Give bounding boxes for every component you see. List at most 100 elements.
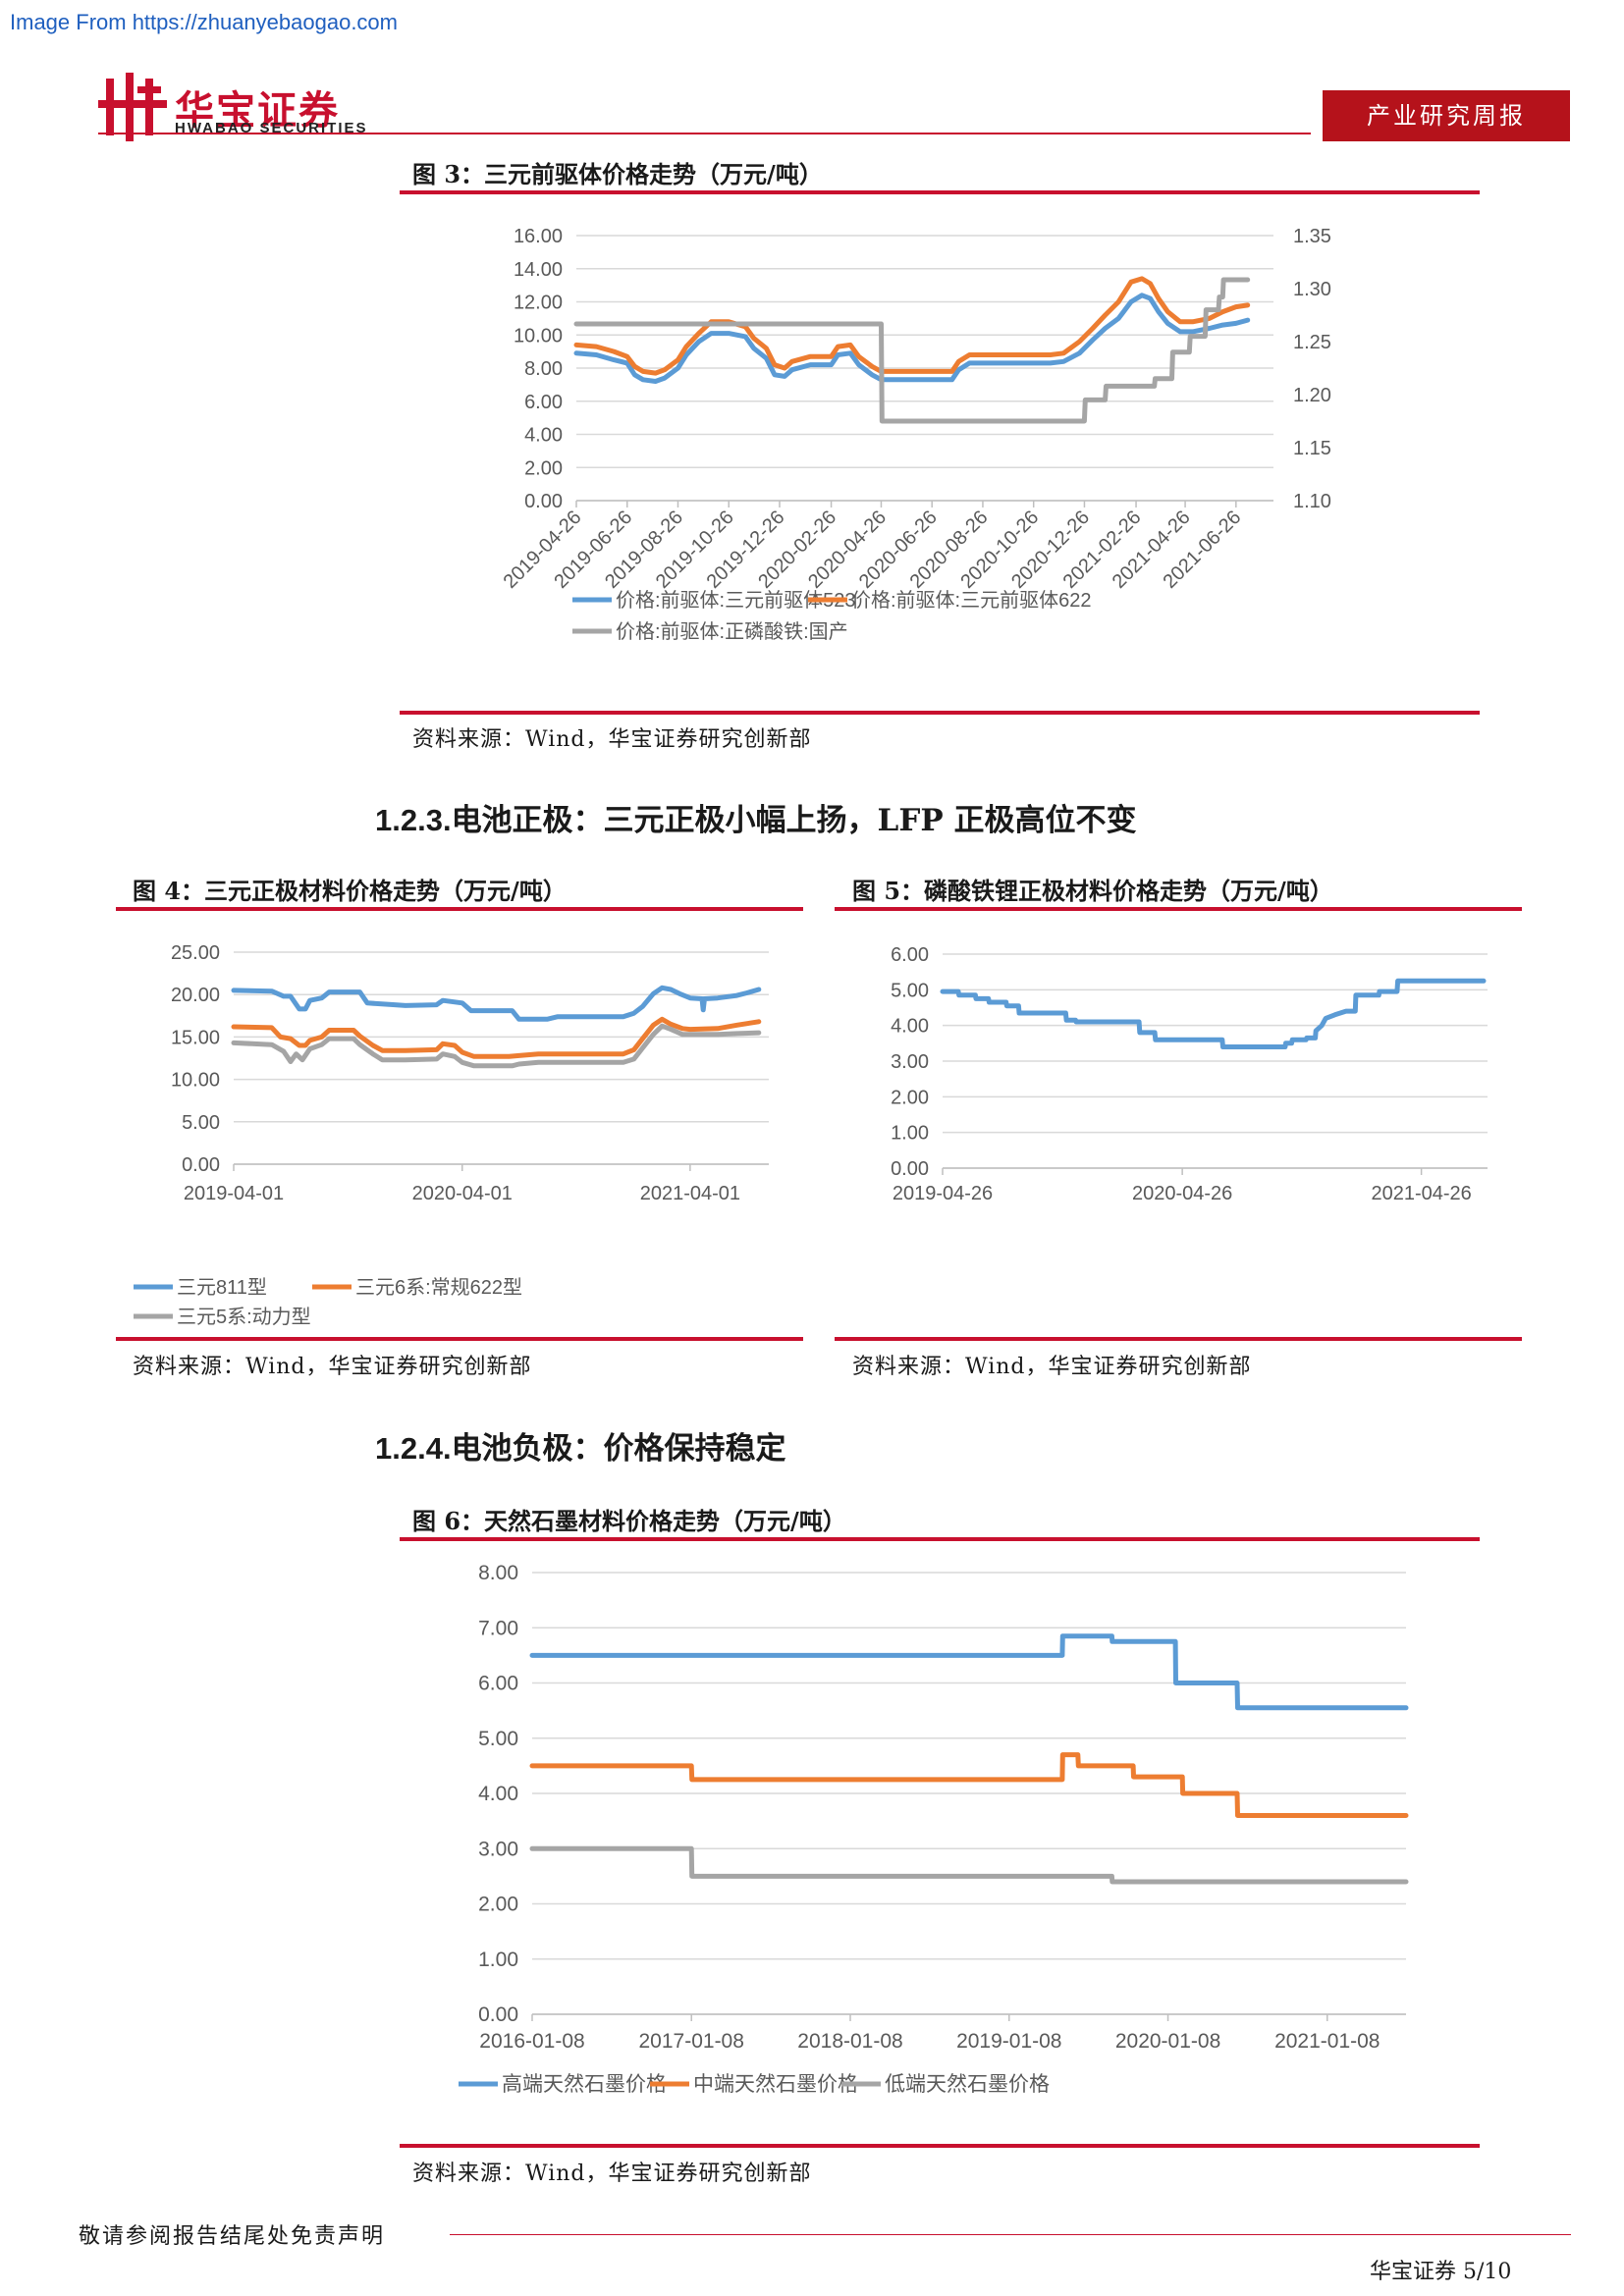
x-tick-label: 2020-01-08 bbox=[1115, 2030, 1220, 2053]
fig3-bottom-rule bbox=[400, 711, 1480, 715]
fig4-bottom-rule bbox=[116, 1337, 803, 1341]
logo-mark-icon bbox=[98, 73, 167, 141]
x-tick-label: 2019-04-01 bbox=[184, 1183, 284, 1204]
y-tick-label: 3.00 bbox=[478, 1838, 518, 1860]
company-logo bbox=[98, 73, 167, 141]
fig3-top-rule bbox=[400, 190, 1480, 194]
x-tick-label: 2020-04-26 bbox=[1132, 1183, 1232, 1204]
y2-tick-label: 1.25 bbox=[1293, 332, 1331, 353]
legend-label: 高端天然石墨价格 bbox=[502, 2073, 667, 2096]
series-line bbox=[529, 1633, 1409, 1711]
fig5-bottom-rule bbox=[835, 1337, 1522, 1341]
page-number: 华宝证券 5/10 bbox=[1370, 2260, 1512, 2284]
y-tick-label: 8.00 bbox=[478, 1562, 518, 1584]
y-tick-label: 1.00 bbox=[891, 1123, 929, 1145]
fig5-source: 资料来源：Wind，华宝证券研究创新部 bbox=[852, 1355, 1252, 1379]
section-text: 电池正极：三元正极小幅上扬，LFP 正极高位不变 bbox=[451, 803, 1137, 838]
section-1-2-3-heading: 1.2.3.电池正极：三元正极小幅上扬，LFP 正极高位不变 bbox=[375, 795, 1136, 839]
y-tick-label: 2.00 bbox=[478, 1894, 518, 1916]
section-1-2-4-heading: 1.2.4.电池负极：价格保持稳定 bbox=[375, 1423, 786, 1468]
y-tick-label: 16.00 bbox=[514, 226, 563, 247]
y-tick-label: 0.00 bbox=[478, 2003, 518, 2026]
fig6-top-rule bbox=[400, 1537, 1480, 1541]
legend-label: 价格:前驱体:三元前驱体622 bbox=[851, 589, 1091, 612]
source-link[interactable]: Image From https://zhuanyebaogao.com bbox=[10, 10, 398, 34]
y-tick-label: 2.00 bbox=[891, 1087, 929, 1108]
legend-label: 中端天然石墨价格 bbox=[693, 2073, 858, 2096]
y-tick-label: 12.00 bbox=[514, 293, 563, 314]
y2-tick-label: 1.30 bbox=[1293, 279, 1331, 300]
fig3-chart: 0.00 2.00 4.00 6.00 8.00 10.00 12.00 14.00 16.00… bbox=[500, 226, 1331, 643]
y-tick-label: 2.00 bbox=[524, 457, 563, 479]
series-line bbox=[573, 277, 1251, 424]
fig5-chart: 0.00 1.00 2.00 3.00 4.00 5.00 6.00 2019-04-26 20… bbox=[891, 944, 1488, 1204]
fig4-source: 资料来源：Wind，华宝证券研究创新部 bbox=[133, 1355, 532, 1379]
fig3-source: 资料来源：Wind，华宝证券研究创新部 bbox=[412, 727, 812, 752]
series-line bbox=[573, 293, 1251, 384]
y-tick-label: 4.00 bbox=[891, 1016, 929, 1038]
fig4-title: 图 4：三元正极材料价格走势（万元/吨） bbox=[133, 877, 567, 905]
fig4-chart: 0.00 5.00 10.00 15.00 20.00 25.00 2019-04-01 20… bbox=[134, 942, 769, 1328]
y-tick-label: 1.00 bbox=[478, 1949, 518, 1971]
section-number: 1.2.4. bbox=[375, 1431, 452, 1466]
y2-tick-label: 1.10 bbox=[1293, 491, 1331, 512]
y-tick-label: 4.00 bbox=[524, 425, 563, 447]
y2-tick-label: 1.20 bbox=[1293, 385, 1331, 406]
series-line bbox=[231, 1023, 762, 1069]
y-tick-label: 4.00 bbox=[478, 1783, 518, 1805]
y-tick-label: 0.00 bbox=[524, 491, 563, 512]
y-tick-label: 25.00 bbox=[171, 942, 220, 964]
x-tick-label: 2018-01-08 bbox=[797, 2030, 902, 2053]
fig6-bottom-rule bbox=[400, 2144, 1480, 2148]
x-tick-label: 2016-01-08 bbox=[479, 2030, 584, 2053]
report-type-tab: 产业研究周报 bbox=[1323, 90, 1570, 141]
y-tick-label: 8.00 bbox=[524, 358, 563, 380]
fig5-top-rule bbox=[835, 907, 1522, 911]
y-tick-label: 6.00 bbox=[891, 944, 929, 966]
company-name-en: HWABAO SECURITIES bbox=[175, 120, 368, 136]
series-line bbox=[529, 1845, 1409, 1885]
legend-label: 三元811型 bbox=[177, 1276, 267, 1299]
header-divider bbox=[98, 133, 1311, 134]
x-tick-label: 2021-04-26 bbox=[1371, 1183, 1471, 1204]
section-text: 电池负极：价格保持稳定 bbox=[451, 1431, 786, 1467]
series-line bbox=[231, 1016, 762, 1059]
x-tick-label: 2017-01-08 bbox=[639, 2030, 744, 2053]
y-tick-label: 7.00 bbox=[478, 1617, 518, 1639]
y-tick-label: 10.00 bbox=[171, 1070, 220, 1092]
y2-tick-label: 1.15 bbox=[1293, 438, 1331, 459]
y-tick-label: 3.00 bbox=[891, 1051, 929, 1073]
fig6-source: 资料来源：Wind，华宝证券研究创新部 bbox=[412, 2162, 812, 2186]
fig4-top-rule bbox=[116, 907, 803, 911]
y-tick-label: 5.00 bbox=[478, 1728, 518, 1750]
y-tick-label: 0.00 bbox=[891, 1158, 929, 1180]
y-tick-label: 6.00 bbox=[478, 1673, 518, 1695]
x-tick-label: 2021-04-01 bbox=[640, 1183, 740, 1204]
y-tick-label: 15.00 bbox=[171, 1027, 220, 1048]
y2-tick-label: 1.35 bbox=[1293, 226, 1331, 247]
series-line bbox=[573, 276, 1251, 376]
series-line bbox=[529, 1752, 1409, 1818]
fig3-title: 图 3：三元前驱体价格走势（万元/吨） bbox=[412, 160, 823, 188]
legend-label: 三元5系:动力型 bbox=[177, 1306, 311, 1328]
company-name-cn: 华宝证券 bbox=[175, 88, 340, 133]
fig5-title: 图 5：磷酸铁锂正极材料价格走势（万元/吨） bbox=[852, 877, 1333, 905]
x-tick-label: 2019-01-08 bbox=[956, 2030, 1061, 2053]
section-number: 1.2.3. bbox=[375, 803, 452, 837]
y-tick-label: 5.00 bbox=[182, 1112, 220, 1134]
y-tick-label: 5.00 bbox=[891, 980, 929, 1001]
y-tick-label: 10.00 bbox=[514, 325, 563, 347]
y-tick-label: 6.00 bbox=[524, 392, 563, 413]
x-tick-label: 2021-01-08 bbox=[1274, 2030, 1380, 2053]
y-tick-label: 20.00 bbox=[171, 985, 220, 1006]
x-tick-label: 2019-04-26 bbox=[893, 1183, 993, 1204]
series-line bbox=[940, 978, 1487, 1049]
legend-label: 价格:前驱体:正磷酸铁:国产 bbox=[616, 620, 848, 643]
x-tick-label: 2020-04-01 bbox=[412, 1183, 513, 1204]
fig6-chart: 0.00 1.00 2.00 3.00 4.00 5.00 6.00 7.00 8.00 2016… bbox=[459, 1562, 1409, 2096]
y-tick-label: 14.00 bbox=[514, 259, 563, 281]
y-tick-label: 0.00 bbox=[182, 1154, 220, 1176]
series-line bbox=[231, 985, 762, 1022]
footer-divider bbox=[450, 2234, 1571, 2235]
legend-label: 三元6系:常规622型 bbox=[355, 1276, 522, 1299]
